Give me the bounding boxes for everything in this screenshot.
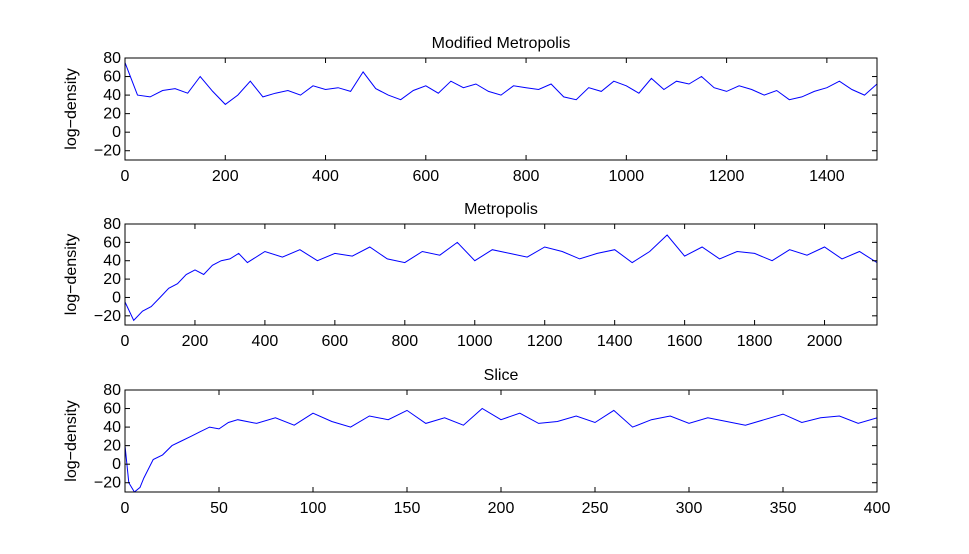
- axes-frame: [124, 223, 878, 326]
- y-tick-label: 0: [112, 456, 121, 473]
- series-line-1: [125, 62, 877, 106]
- x-tick-label: 800: [391, 333, 418, 350]
- y-tick-label: 80: [103, 50, 121, 67]
- x-tick-label: 250: [582, 500, 609, 517]
- x-tick-label: 300: [676, 500, 703, 517]
- y-tick-label: 80: [103, 382, 121, 399]
- x-tick-label: 600: [412, 168, 439, 185]
- y-tick-label: 20: [103, 106, 121, 123]
- x-tick-label: 0: [121, 333, 130, 350]
- x-tick-label: 400: [312, 168, 339, 185]
- chart-title: Metropolis: [464, 201, 538, 218]
- x-tick-label: 2000: [807, 333, 843, 350]
- chart-title: Modified Metropolis: [432, 35, 571, 52]
- y-tick-label: 20: [103, 438, 121, 455]
- y-axis-label: log−density: [63, 68, 80, 149]
- x-tick-label: 1800: [737, 333, 773, 350]
- axes-frame: [124, 57, 878, 161]
- y-tick-label: 0: [112, 289, 121, 306]
- y-tick-label: 20: [103, 271, 121, 288]
- y-tick-label: 80: [103, 216, 121, 233]
- x-tick-label: 1200: [709, 168, 745, 185]
- x-tick-label: 400: [252, 333, 279, 350]
- x-tick-label: 200: [212, 168, 239, 185]
- x-tick-label: 1000: [609, 168, 645, 185]
- x-tick-label: 0: [121, 500, 130, 517]
- y-tick-label: 40: [103, 419, 121, 436]
- x-tick-label: 50: [210, 500, 228, 517]
- y-tick-label: −20: [94, 143, 121, 160]
- y-tick-label: −20: [94, 308, 121, 325]
- y-tick-label: 60: [103, 69, 121, 86]
- y-axis-label: log−density: [63, 234, 80, 315]
- x-tick-label: 1000: [457, 333, 493, 350]
- x-tick-label: 1400: [809, 168, 845, 185]
- x-tick-label: 1200: [527, 333, 563, 350]
- x-tick-label: 200: [488, 500, 515, 517]
- x-tick-label: 0: [121, 168, 130, 185]
- series-line-1: [125, 407, 877, 492]
- x-tick-label: 150: [394, 500, 421, 517]
- x-tick-label: 200: [182, 333, 209, 350]
- y-tick-label: −20: [94, 475, 121, 492]
- x-tick-label: 1600: [667, 333, 703, 350]
- x-tick-label: 1400: [597, 333, 633, 350]
- y-tick-label: 0: [112, 124, 121, 141]
- x-tick-label: 600: [322, 333, 349, 350]
- y-tick-label: 60: [103, 401, 121, 418]
- y-tick-label: 40: [103, 87, 121, 104]
- x-tick-label: 800: [513, 168, 540, 185]
- x-tick-label: 350: [770, 500, 797, 517]
- x-tick-label: 400: [864, 500, 891, 517]
- chart-title: Slice: [484, 367, 519, 384]
- axes-frame: [124, 389, 878, 493]
- y-tick-label: 40: [103, 253, 121, 270]
- y-tick-label: 60: [103, 234, 121, 251]
- x-tick-label: 100: [300, 500, 327, 517]
- series-line-1: [125, 234, 877, 322]
- y-axis-label: log−density: [63, 400, 80, 481]
